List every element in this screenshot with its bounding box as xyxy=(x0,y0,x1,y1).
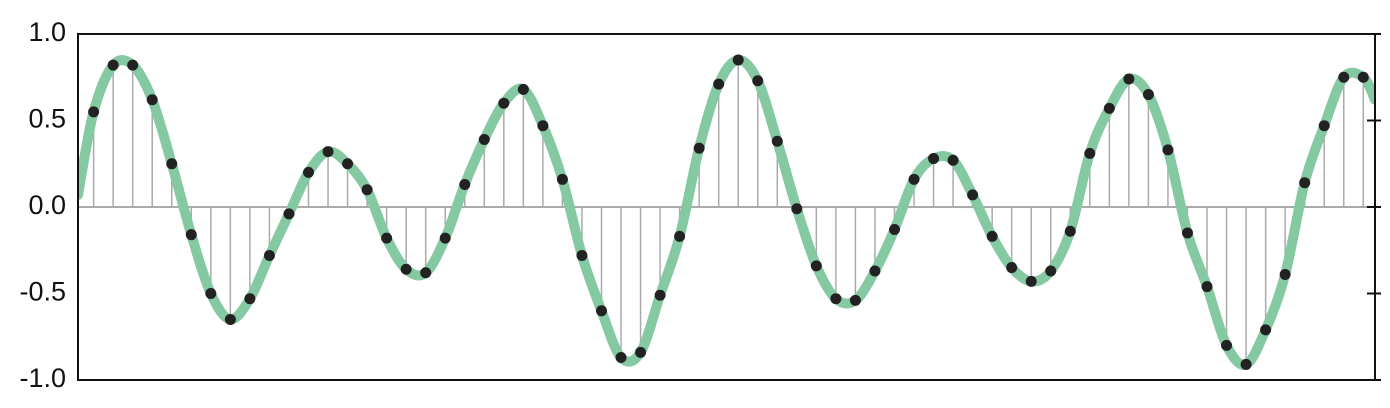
sample-dot xyxy=(1181,227,1193,239)
sample-dot xyxy=(888,223,900,235)
y-tick-label: 1.0 xyxy=(28,17,66,47)
sample-dot xyxy=(986,230,998,242)
sample-dot xyxy=(1064,225,1076,237)
sample-dot xyxy=(674,230,686,242)
sample-dot xyxy=(791,203,803,215)
sample-dot xyxy=(771,135,783,147)
sample-dot xyxy=(478,134,490,146)
sample-dot xyxy=(928,153,940,165)
sample-dot xyxy=(1201,281,1213,293)
sample-dot xyxy=(361,184,373,196)
sample-dot xyxy=(752,75,764,87)
sample-dot xyxy=(263,249,275,261)
sample-dot xyxy=(869,265,881,277)
sample-dot xyxy=(1357,71,1369,83)
sample-dot xyxy=(88,106,100,118)
sample-dot xyxy=(1221,339,1233,351)
sample-dot xyxy=(302,166,314,178)
sample-dot xyxy=(1045,265,1057,277)
sample-dot xyxy=(107,59,119,71)
signal-curve xyxy=(78,54,1375,370)
sample-dot xyxy=(1240,358,1252,370)
sample-dot xyxy=(693,142,705,154)
sample-dot xyxy=(556,173,568,185)
sample-dot xyxy=(244,293,256,305)
y-tick-label: 0.0 xyxy=(28,190,66,220)
sample-dot xyxy=(224,313,236,325)
sample-dot xyxy=(537,120,549,132)
sample-dot xyxy=(1318,120,1330,132)
sample-dot xyxy=(810,260,822,272)
sample-dot xyxy=(517,83,529,95)
sample-dot xyxy=(205,288,217,299)
sample-dot xyxy=(1103,102,1115,114)
sample-dot xyxy=(908,173,920,185)
sample-dot xyxy=(127,59,139,71)
y-tick-label: 0.5 xyxy=(28,104,66,134)
sample-dot xyxy=(498,97,510,109)
sample-dot xyxy=(1025,275,1037,287)
sample-dot xyxy=(635,346,647,358)
sample-dot xyxy=(967,189,979,201)
y-tick-label: -1.0 xyxy=(19,363,66,393)
sample-dot xyxy=(342,158,354,170)
sample-dot xyxy=(1162,144,1174,156)
sample-dot xyxy=(615,352,627,364)
sample-dot xyxy=(1260,324,1272,336)
sample-dot xyxy=(381,232,393,244)
sample-dot xyxy=(1142,89,1154,101)
sample-dot xyxy=(1084,147,1096,159)
sample-dot xyxy=(849,294,861,306)
plot xyxy=(78,54,1375,370)
sample-dot xyxy=(185,229,197,241)
sample-dot xyxy=(439,232,451,244)
sample-dot xyxy=(400,263,412,275)
sample-dot xyxy=(322,146,334,158)
sample-dot xyxy=(420,267,432,279)
sample-dot xyxy=(732,54,744,66)
sample-dot xyxy=(1279,268,1291,280)
y-tick-label: -0.5 xyxy=(19,277,66,307)
sample-dot xyxy=(595,305,607,317)
sample-dot xyxy=(1299,177,1311,189)
sample-dot xyxy=(654,289,666,301)
sample-dot xyxy=(830,293,842,305)
sample-dot xyxy=(1338,71,1350,83)
sample-dot xyxy=(283,208,295,220)
sample-dot xyxy=(713,78,725,90)
sample-dot xyxy=(947,154,959,166)
sample-dot xyxy=(1123,73,1135,85)
sample-dot xyxy=(1006,262,1018,274)
sample-dot xyxy=(146,94,158,106)
sample-dot xyxy=(459,179,471,191)
sample-dot xyxy=(166,158,178,170)
sample-dot xyxy=(576,249,588,261)
